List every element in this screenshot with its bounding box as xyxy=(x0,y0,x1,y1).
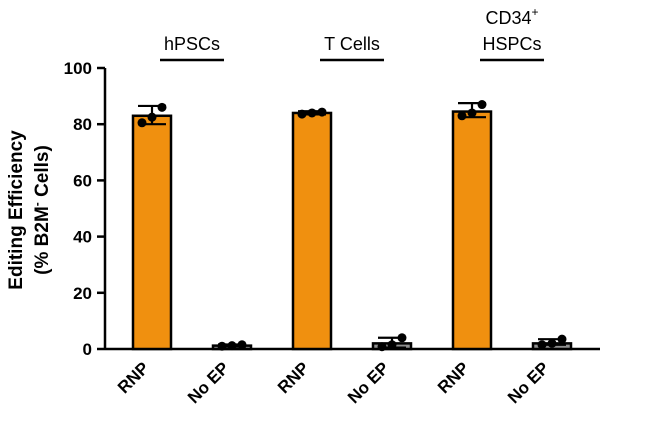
y-tick-label: 100 xyxy=(64,59,92,78)
data-point xyxy=(467,108,477,118)
data-point xyxy=(387,340,397,350)
y-axis-label: Editing Efficiency (% B2M- Cells) xyxy=(6,130,53,290)
data-point xyxy=(217,341,227,351)
y-tick-label: 20 xyxy=(73,284,92,303)
axes: 0 20 40 60 80 100 xyxy=(64,59,600,359)
data-point xyxy=(537,340,547,350)
data-point xyxy=(317,107,327,117)
group-label: hPSCs xyxy=(164,34,220,54)
group-label: T Cells xyxy=(324,34,380,54)
y-axis-label-line1: Editing Efficiency xyxy=(6,130,27,290)
bar-rnp xyxy=(451,110,493,351)
x-tick-label: No EP xyxy=(504,358,553,407)
data-point xyxy=(377,342,387,352)
data-point xyxy=(137,118,147,128)
x-tick-label: RNP xyxy=(114,358,153,397)
data-point xyxy=(397,333,407,343)
data-point xyxy=(147,112,157,122)
data-point xyxy=(227,341,237,351)
data-point xyxy=(237,340,247,350)
data-point xyxy=(157,102,167,112)
y-axis-label-line2: (% B2M- Cells) xyxy=(30,145,53,275)
data-point xyxy=(307,108,317,118)
data-point xyxy=(557,334,567,344)
bars xyxy=(131,100,573,352)
y-tick-label: 0 xyxy=(83,340,92,359)
x-tick-label: RNP xyxy=(434,358,473,397)
bar-rnp xyxy=(131,114,173,351)
x-tick-label: No EP xyxy=(184,358,233,407)
y-tick-label: 80 xyxy=(73,115,92,134)
x-tick-label: No EP xyxy=(344,358,393,407)
data-point xyxy=(297,109,307,119)
data-point xyxy=(547,338,557,348)
x-tick-label: RNP xyxy=(274,358,313,397)
bar-rnp xyxy=(291,111,333,351)
group-label-line2: HSPCs xyxy=(482,34,541,54)
y-tick-label: 60 xyxy=(73,171,92,190)
y-tick-label: 40 xyxy=(73,228,92,247)
group-label: CD34+ xyxy=(485,5,538,28)
data-point xyxy=(477,100,487,110)
data-point xyxy=(457,111,467,121)
